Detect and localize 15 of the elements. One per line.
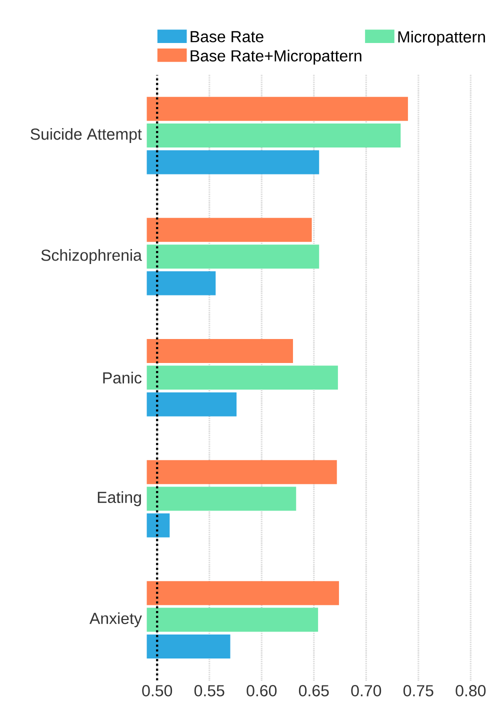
legend-label: Base Rate+Micropattern <box>190 50 362 65</box>
y-tick-label: Eating <box>98 491 141 506</box>
x-tick-label: 0.75 <box>403 685 434 696</box>
x-tick-label: 0.65 <box>298 685 329 696</box>
legend-label: Base Rate <box>190 31 264 42</box>
x-tick-label: 0.60 <box>246 685 277 696</box>
y-tick-label: Suicide Attempt <box>30 128 142 143</box>
y-tick-label: Anxiety <box>90 612 142 628</box>
x-tick-label: 0.55 <box>194 685 224 696</box>
y-tick-label: Panic <box>103 372 142 384</box>
x-tick-label: 0.80 <box>456 685 486 696</box>
legend-label: Micropattern <box>398 30 485 46</box>
y-tick-label: Schizophrenia <box>41 249 142 264</box>
x-tick-label: 0.70 <box>351 685 382 696</box>
x-tick-label: 0.50 <box>142 685 172 696</box>
